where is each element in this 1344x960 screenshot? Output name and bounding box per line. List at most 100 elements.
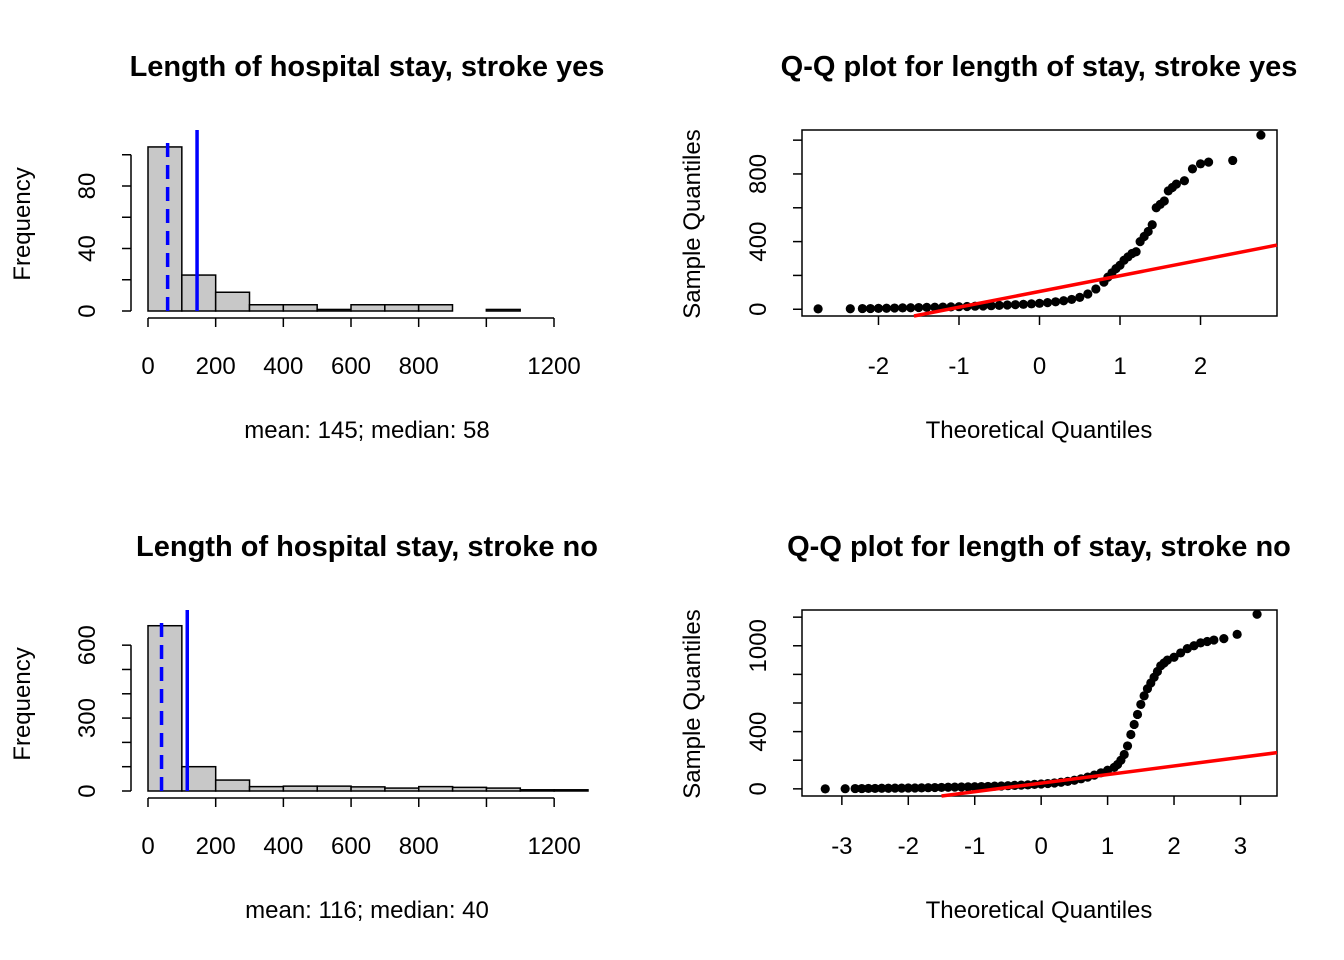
y-tick-label: 0	[74, 304, 101, 317]
y-tick-label: 300	[74, 698, 101, 738]
qq-point	[994, 300, 1004, 310]
qq-point	[881, 303, 892, 313]
qq-point	[1136, 699, 1146, 710]
qq-point	[1059, 296, 1069, 306]
histogram-bar	[147, 624, 183, 792]
qq-point	[1122, 741, 1133, 751]
qq-point	[873, 303, 884, 313]
x-tick-label: -1	[964, 833, 985, 860]
histogram-bar	[214, 291, 251, 312]
y-tick-label: 80	[74, 173, 101, 200]
x-axis-label: Theoretical Quantiles	[926, 417, 1153, 444]
x-tick-label: 200	[196, 353, 236, 380]
x-tick-label: -1	[948, 353, 969, 380]
histogram-bar	[350, 304, 386, 312]
qq-point	[1075, 292, 1085, 302]
y-tick-label: 0	[745, 782, 772, 795]
y-tick-label: 40	[74, 235, 101, 262]
x-tick-label: 0	[141, 833, 154, 860]
qq-point	[1010, 300, 1020, 310]
x-tick-label: 0	[1033, 353, 1046, 380]
x-tick-label: 1	[1101, 833, 1114, 860]
qq-point	[910, 783, 920, 793]
qq-point	[850, 783, 860, 794]
x-axis-label: mean: 116; median: 40	[245, 897, 489, 924]
histogram-bar	[147, 146, 183, 312]
qq-point	[1143, 226, 1153, 237]
x-tick-label: 1200	[527, 353, 580, 380]
histogram-bar	[248, 785, 285, 792]
y-tick-label: 1000	[745, 619, 772, 672]
qq-point	[1034, 298, 1045, 308]
qq-point	[898, 303, 908, 313]
x-tick-label: 0	[141, 353, 154, 380]
x-tick-label: 0	[1034, 833, 1047, 860]
qq-point	[986, 301, 996, 311]
qq-point	[883, 783, 893, 793]
y-tick-label: 400	[745, 712, 772, 752]
x-tick-label: 3	[1234, 833, 1247, 860]
y-tick-label: 0	[745, 303, 772, 316]
qq-point	[845, 304, 855, 314]
y-tick-label: 600	[74, 625, 101, 665]
qq-point	[1129, 719, 1139, 730]
x-tick-label: 400	[263, 833, 303, 860]
qq-point	[906, 303, 916, 313]
qq-point	[1018, 299, 1028, 309]
qq-point	[1179, 176, 1190, 186]
qq-point	[1228, 155, 1238, 166]
qq-point	[865, 303, 876, 314]
qq-point	[897, 783, 907, 793]
qq-point	[1126, 729, 1136, 740]
qq-point	[877, 783, 887, 793]
qq-point	[820, 784, 830, 794]
qq-point	[1051, 297, 1061, 307]
x-tick-label: 600	[331, 353, 371, 380]
qq-point	[1139, 691, 1149, 701]
qq-point	[1209, 635, 1219, 645]
chart-title: Length of hospital stay, stroke no	[136, 531, 598, 563]
histogram-bar	[248, 304, 285, 312]
qq-point	[1219, 634, 1229, 644]
qq-point	[1067, 294, 1077, 305]
histogram-bar	[485, 787, 522, 792]
qq-point	[956, 782, 967, 792]
qq-reference-line	[913, 243, 1278, 318]
qq-point	[1187, 164, 1198, 174]
qq-point	[863, 783, 874, 794]
qq-point	[813, 304, 823, 314]
y-axis-label: Frequency	[9, 167, 36, 280]
chart-title: Q-Q plot for length of stay, stroke no	[787, 531, 1291, 563]
x-tick-label: -2	[868, 353, 889, 380]
qq-point	[1232, 629, 1242, 639]
qq-point	[930, 302, 940, 312]
histogram-bar	[282, 785, 318, 792]
histogram-bar	[384, 304, 420, 312]
qq-point	[936, 782, 947, 793]
qq-point	[1042, 298, 1053, 308]
qq-point	[1026, 299, 1037, 309]
x-tick-label: -2	[898, 833, 919, 860]
qq-point	[1203, 157, 1214, 167]
histogram-bar	[282, 304, 318, 312]
histogram-bar	[418, 785, 454, 792]
qq-point	[1147, 220, 1157, 230]
qq-point	[1002, 300, 1012, 310]
x-tick-label: -3	[831, 833, 852, 860]
histogram-bar	[417, 304, 454, 312]
qq-plot-stroke-no: Q-Q plot for length of stay, stroke no T…	[679, 531, 1291, 924]
histogram-bar	[519, 789, 555, 792]
y-axis-label: Sample Quantiles	[679, 609, 706, 798]
qq-point	[1169, 652, 1179, 662]
chart-title: Q-Q plot for length of stay, stroke yes	[781, 51, 1298, 83]
qq-point	[914, 302, 924, 313]
qq-point	[922, 302, 932, 312]
qq-point	[970, 782, 980, 792]
qq-point	[1159, 196, 1169, 206]
qq-point	[840, 784, 850, 794]
x-tick-label: 200	[196, 833, 236, 860]
y-axis-label: Sample Quantiles	[679, 129, 706, 318]
histogram-bar	[485, 308, 521, 312]
qq-point	[963, 782, 973, 792]
